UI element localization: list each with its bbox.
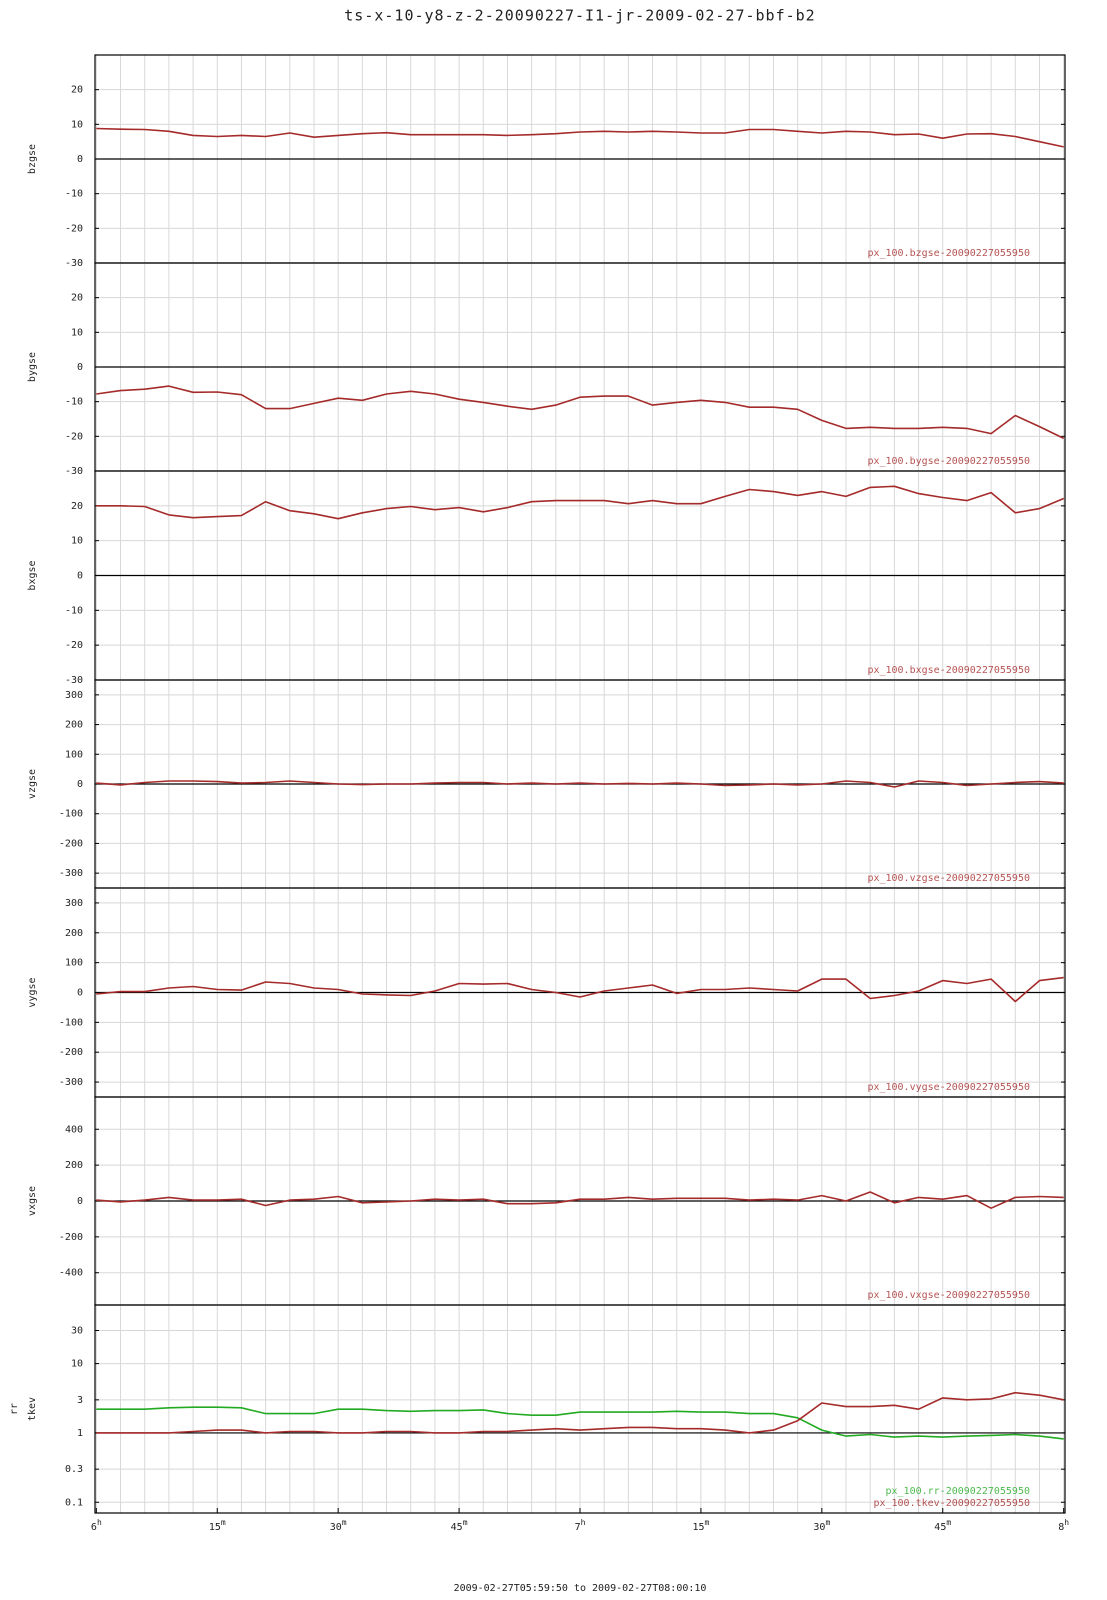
y-tick-label: 200 (65, 1160, 83, 1171)
y-tick-label: 20 (71, 293, 83, 304)
y-tick-label: 200 (65, 928, 83, 939)
y-tick-label: 0 (77, 571, 83, 582)
y-tick-label: -100 (59, 809, 83, 820)
x-tick-unit: h (581, 1518, 586, 1527)
y-tick-label: -10 (65, 397, 83, 408)
series-line (96, 485, 1065, 520)
series-label: px_100.vzgse-20090227055950 (867, 873, 1030, 884)
series-line (96, 780, 1064, 788)
y-tick-label: -30 (65, 675, 83, 686)
y-tick-label: 0.3 (65, 1464, 83, 1475)
y-tick-label: 0.1 (65, 1497, 83, 1508)
series-label: px_100.tkev-20090227055950 (873, 1498, 1030, 1509)
chart-title: ts-x-10-y8-z-2-20090227-I1-jr-2009-02-27… (344, 7, 815, 25)
x-tick-label: 7h (575, 1518, 586, 1534)
y-tick-label: -100 (59, 1017, 83, 1028)
y-tick-label: 3 (77, 1395, 83, 1406)
x-tick-unit: m (946, 1518, 951, 1527)
x-tick-label: 45m (934, 1518, 951, 1534)
x-tick-unit: m (221, 1518, 226, 1527)
series-label: px_100.bxgse-20090227055950 (867, 665, 1030, 676)
y-tick-label: 10 (71, 327, 83, 338)
x-tick-unit: h (97, 1518, 102, 1527)
y-tick-label: 1 (77, 1428, 83, 1439)
y-tick-label: 10 (71, 536, 83, 547)
y-axis-label: tkev (27, 1397, 38, 1421)
y-tick-label: 100 (65, 958, 83, 969)
y-axis-label: vzgse (27, 769, 38, 799)
y-tick-label: 10 (71, 119, 83, 130)
y-tick-label: 20 (71, 85, 83, 96)
series-label: px_100.rr-20090227055950 (886, 1486, 1031, 1497)
y-tick-label: 30 (71, 1326, 83, 1337)
x-tick-number: 15 (692, 1522, 704, 1533)
x-tick-label: 8h (1058, 1518, 1069, 1534)
y-tick-label: -20 (65, 431, 83, 442)
series-line (96, 1191, 1064, 1209)
x-tick-number: 8 (1058, 1522, 1064, 1533)
y-tick-label: -400 (59, 1268, 83, 1279)
y-tick-label: -200 (59, 1232, 83, 1243)
x-tick-unit: m (705, 1518, 710, 1527)
series-line (96, 976, 1064, 1003)
y-tick-label: -300 (59, 1077, 83, 1088)
x-tick-label: 30m (813, 1518, 830, 1534)
series-line (96, 385, 1065, 440)
x-tick-label: 15m (209, 1518, 226, 1534)
y-tick-label: 300 (65, 898, 83, 909)
series-label: px_100.bygse-20090227055950 (867, 456, 1030, 467)
y-tick-label: -10 (65, 189, 83, 200)
y-axis-label: bxgse (27, 560, 38, 590)
y-tick-label: -20 (65, 640, 83, 651)
series-label: px_100.vxgse-20090227055950 (867, 1290, 1030, 1301)
series-line (96, 1406, 1064, 1440)
y-tick-label: -200 (59, 1047, 83, 1058)
x-tick-label: 6h (91, 1518, 102, 1534)
x-axis-label: 2009-02-27T05:59:50 to 2009-02-27T08:00:… (454, 1583, 707, 1594)
y-tick-label: -200 (59, 838, 83, 849)
x-tick-number: 6 (91, 1522, 97, 1533)
y-tick-label: 400 (65, 1124, 83, 1135)
x-tick-unit: h (1064, 1518, 1069, 1527)
series-label: px_100.bzgse-20090227055950 (867, 248, 1030, 259)
y-tick-label: 0 (77, 779, 83, 790)
series-line (96, 1391, 1064, 1434)
y-axis-label: vygse (27, 977, 38, 1007)
x-tick-label: 45m (451, 1518, 468, 1534)
y-tick-label: 0 (77, 988, 83, 999)
x-tick-number: 30 (330, 1522, 342, 1533)
x-tick-label: 15m (692, 1518, 709, 1534)
x-tick-unit: m (825, 1518, 830, 1527)
y-tick-label: 20 (71, 501, 83, 512)
x-tick-number: 15 (209, 1522, 221, 1533)
y-tick-label: -10 (65, 605, 83, 616)
x-tick-number: 30 (813, 1522, 825, 1533)
y-tick-label: -300 (59, 868, 83, 879)
x-tick-number: 7 (575, 1522, 581, 1533)
y-tick-label: 200 (65, 720, 83, 731)
y-tick-label: -30 (65, 466, 83, 477)
series-label: px_100.vygse-20090227055950 (867, 1082, 1030, 1093)
y-tick-label: 0 (77, 154, 83, 165)
x-tick-label: 30m (330, 1518, 347, 1534)
series-line (96, 127, 1064, 148)
y-tick-label: 10 (71, 1359, 83, 1370)
x-tick-unit: m (463, 1518, 468, 1527)
y-tick-label: 300 (65, 690, 83, 701)
y-axis-label: rr (9, 1403, 20, 1415)
y-axis-label: bzgse (27, 144, 38, 174)
y-tick-label: 0 (77, 362, 83, 373)
y-axis-label: bygse (27, 352, 38, 382)
y-tick-label: -20 (65, 223, 83, 234)
x-tick-number: 45 (934, 1522, 946, 1533)
y-tick-label: 100 (65, 749, 83, 760)
y-tick-label: -30 (65, 258, 83, 269)
y-tick-label: 0 (77, 1196, 83, 1207)
y-axis-label: vxgse (27, 1186, 38, 1216)
x-tick-number: 45 (451, 1522, 463, 1533)
x-tick-unit: m (342, 1518, 347, 1527)
